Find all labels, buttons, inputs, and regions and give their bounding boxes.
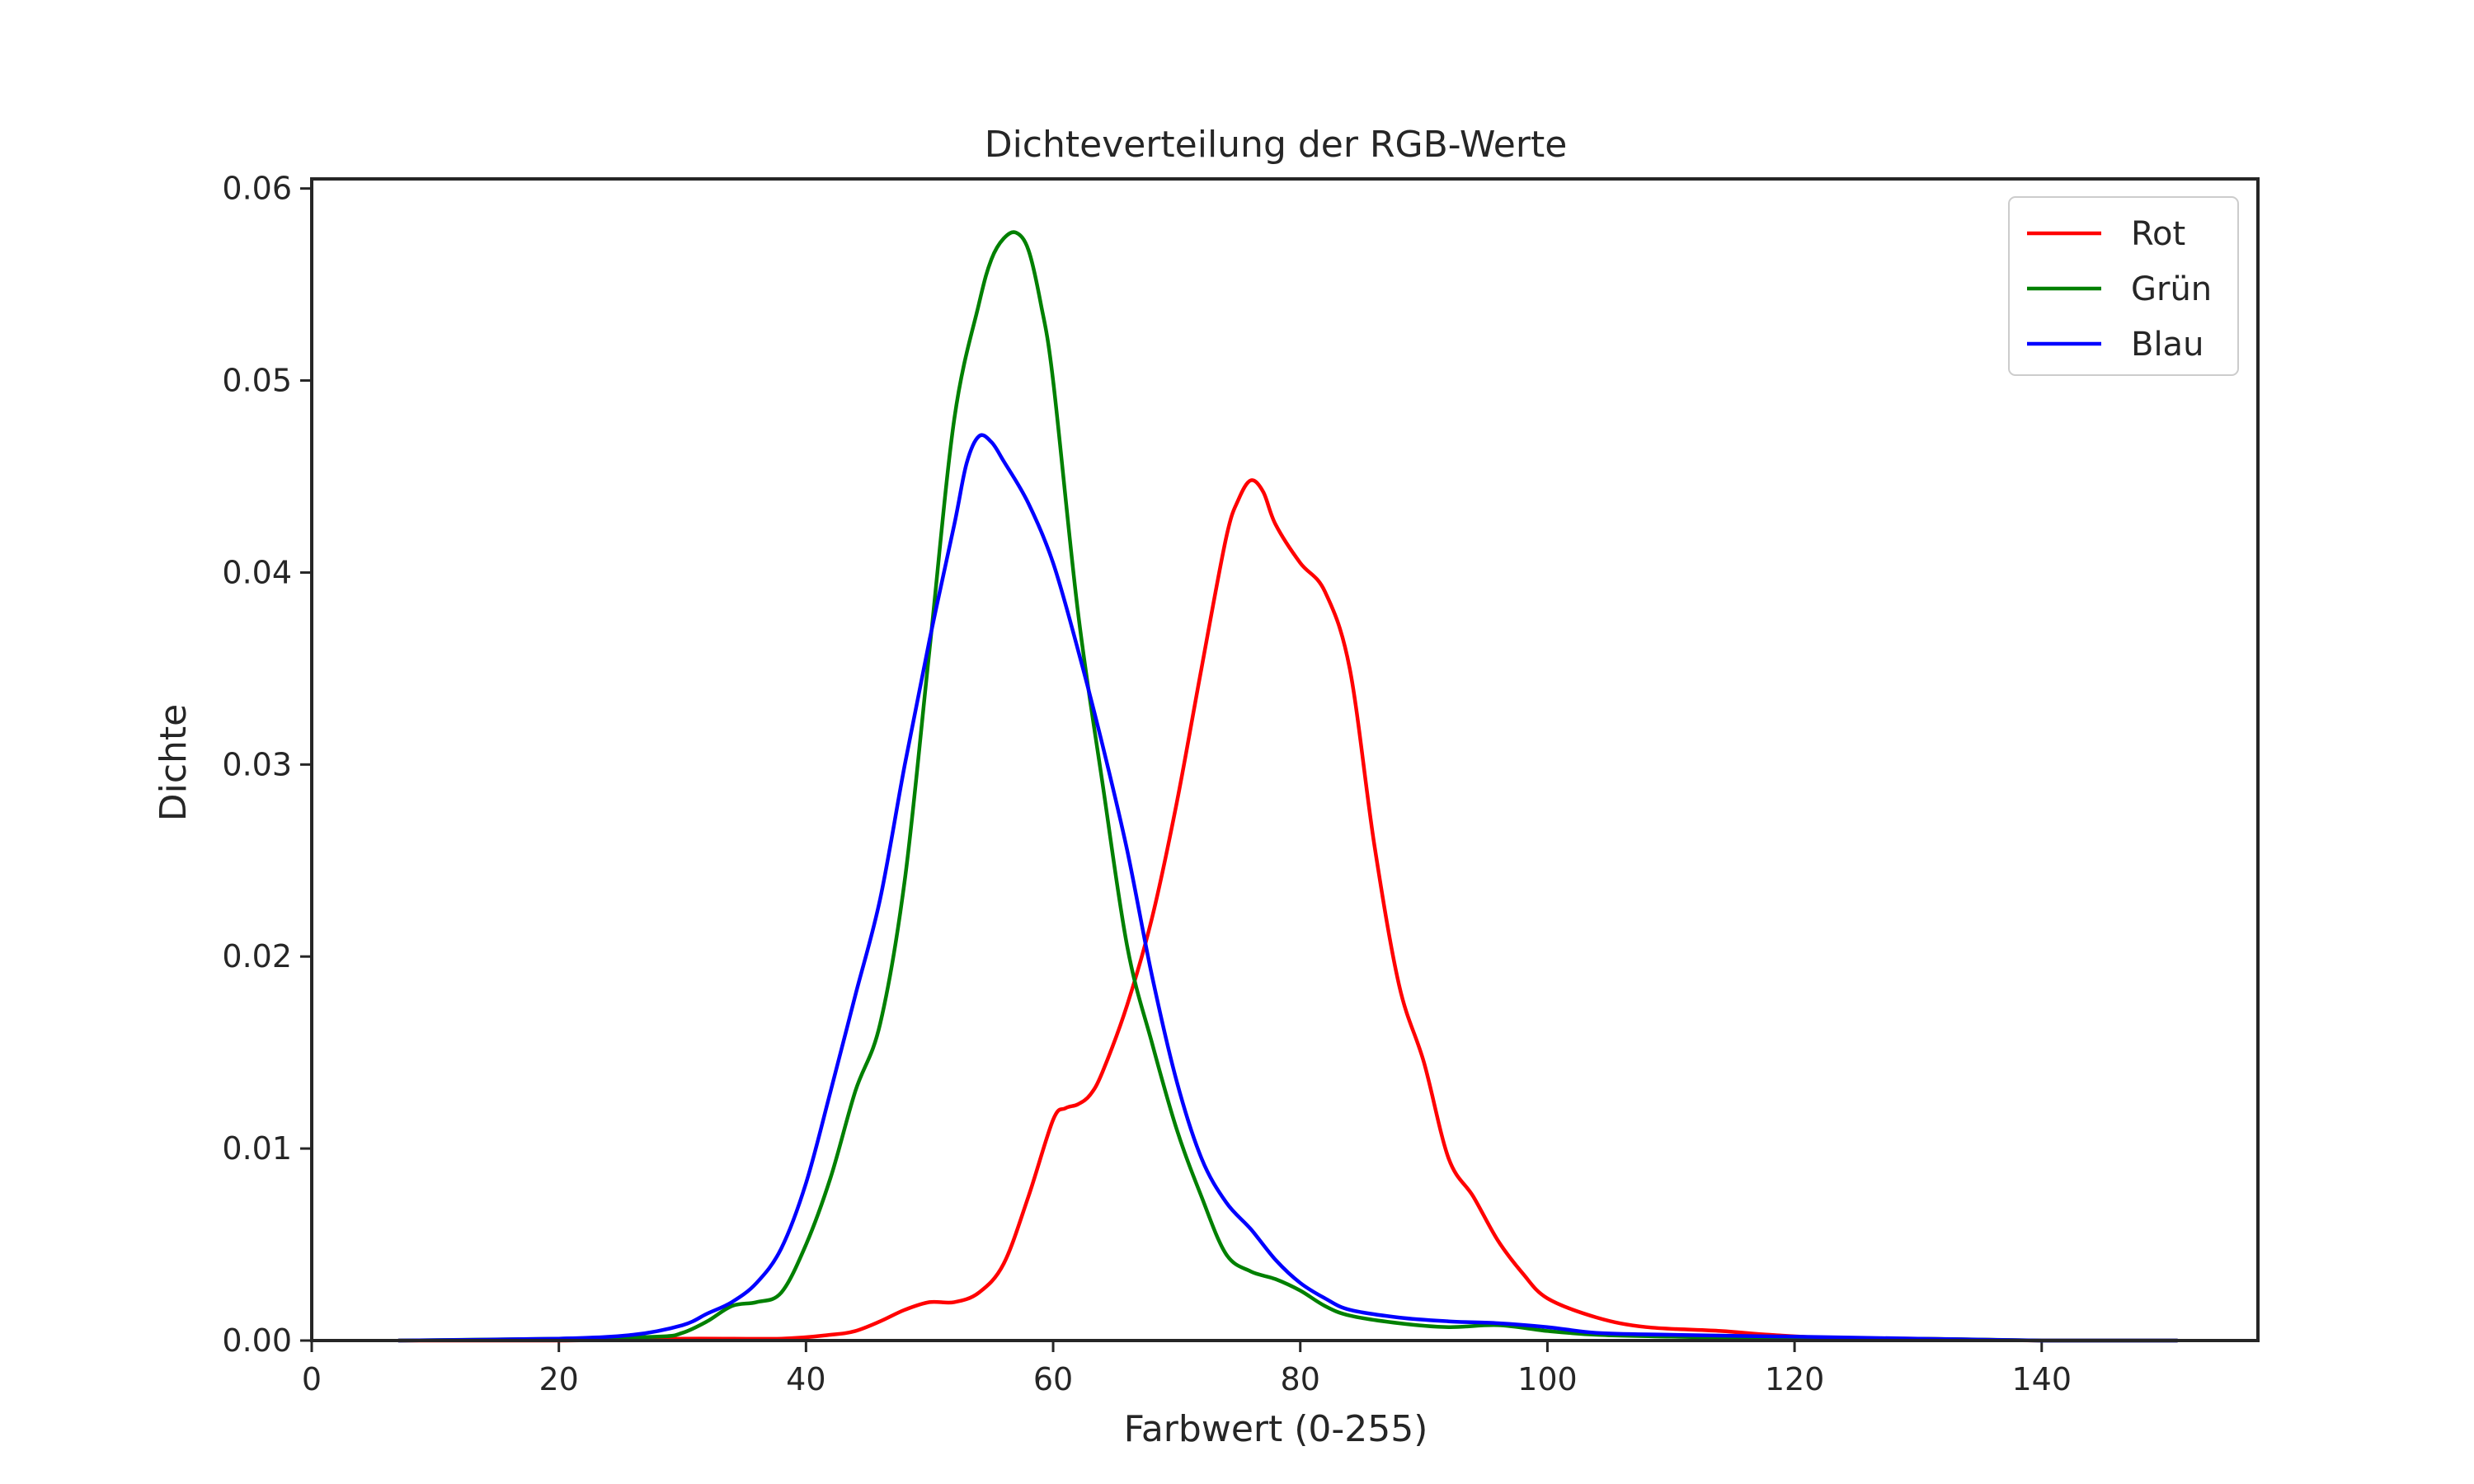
y-tick-label: 0.05 bbox=[222, 363, 292, 399]
chart-title: Dichteverteilung der RGB-Werte bbox=[985, 124, 1568, 166]
series-line-gruen bbox=[397, 230, 2178, 1343]
y-tick-label: 0.01 bbox=[222, 1130, 292, 1167]
x-axis-label: Farbwert (0-255) bbox=[1124, 1408, 1428, 1450]
x-tick-label: 120 bbox=[1765, 1361, 1825, 1397]
axes-frame bbox=[310, 177, 2260, 1342]
x-tick-label: 40 bbox=[786, 1361, 825, 1397]
legend-label-rot: Rot bbox=[2131, 215, 2185, 253]
x-tick-label: 0 bbox=[302, 1361, 322, 1397]
y-tick-label: 0.00 bbox=[222, 1322, 292, 1359]
axis-ticks: 0 20 40 60 80 100 120 140 0.00 0.01 0.02 0.03 0.04 0.… bbox=[222, 171, 2072, 1397]
x-tick-label: 60 bbox=[1033, 1361, 1073, 1397]
y-tick-label: 0.03 bbox=[222, 746, 292, 782]
legend-label-gruen: Grün bbox=[2131, 270, 2212, 308]
y-tick-label: 0.02 bbox=[222, 938, 292, 974]
legend-label-blau: Blau bbox=[2131, 326, 2204, 364]
x-tick-label: 140 bbox=[2012, 1361, 2072, 1397]
series-lines bbox=[397, 230, 2178, 1343]
legend-box bbox=[2008, 196, 2239, 376]
series-line-blau bbox=[397, 433, 2178, 1343]
y-tick-label: 0.04 bbox=[222, 554, 292, 590]
legend: Rot Grün Blau bbox=[2008, 196, 2239, 376]
x-tick-label: 20 bbox=[539, 1361, 579, 1397]
y-tick-label: 0.06 bbox=[222, 171, 292, 207]
x-tick-label: 100 bbox=[1517, 1361, 1578, 1397]
x-tick-label: 80 bbox=[1281, 1361, 1320, 1397]
y-axis-label: Dichte bbox=[153, 704, 195, 822]
series-line-rot bbox=[397, 478, 2178, 1343]
